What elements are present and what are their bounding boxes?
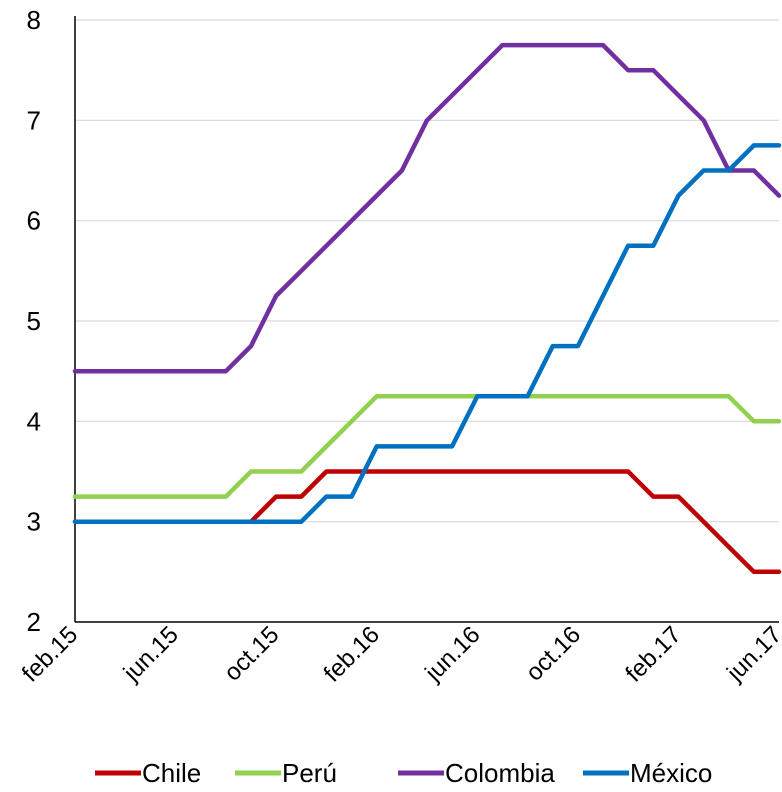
y-tick-label: 4 xyxy=(27,406,41,436)
legend-label: México xyxy=(630,758,712,787)
legend: Chile Perú Colombia México xyxy=(95,758,712,788)
axes xyxy=(74,16,779,623)
series-line-perú xyxy=(72,394,782,499)
y-tick-label: 2 xyxy=(27,607,41,637)
legend-item: Chile xyxy=(95,758,201,788)
legend-label: Colombia xyxy=(445,758,555,787)
series-line-méxico xyxy=(72,143,782,524)
x-tick-label: jun.16 xyxy=(419,621,485,687)
series-lines xyxy=(72,42,782,575)
x-tick-label: oct.16 xyxy=(521,621,586,686)
legend-label: Perú xyxy=(282,758,337,787)
x-tick-label: jun.15 xyxy=(118,621,184,687)
y-tick-label: 6 xyxy=(27,206,41,236)
y-tick-label: 5 xyxy=(27,306,41,336)
y-axis-tick-labels: 2 3 4 5 6 7 8 xyxy=(27,5,41,637)
x-tick-label: feb.17 xyxy=(620,621,686,687)
y-tick-label: 7 xyxy=(27,105,41,135)
legend-item: México xyxy=(583,758,712,788)
legend-item: Perú xyxy=(235,758,337,788)
y-tick-label: 3 xyxy=(27,507,41,537)
x-tick-label: oct.15 xyxy=(219,621,284,686)
legend-label: Chile xyxy=(142,758,201,787)
x-tick-label: feb.16 xyxy=(319,621,385,687)
legend-item: Colombia xyxy=(398,758,555,788)
y-tick-label: 8 xyxy=(27,5,41,35)
x-tick-label: jun.17 xyxy=(721,621,782,687)
x-axis-tick-labels: feb.15 jun.15 oct.15 feb.16 jun.16 oct.16 feb.… xyxy=(17,621,782,687)
series-line-colombia xyxy=(72,42,782,374)
